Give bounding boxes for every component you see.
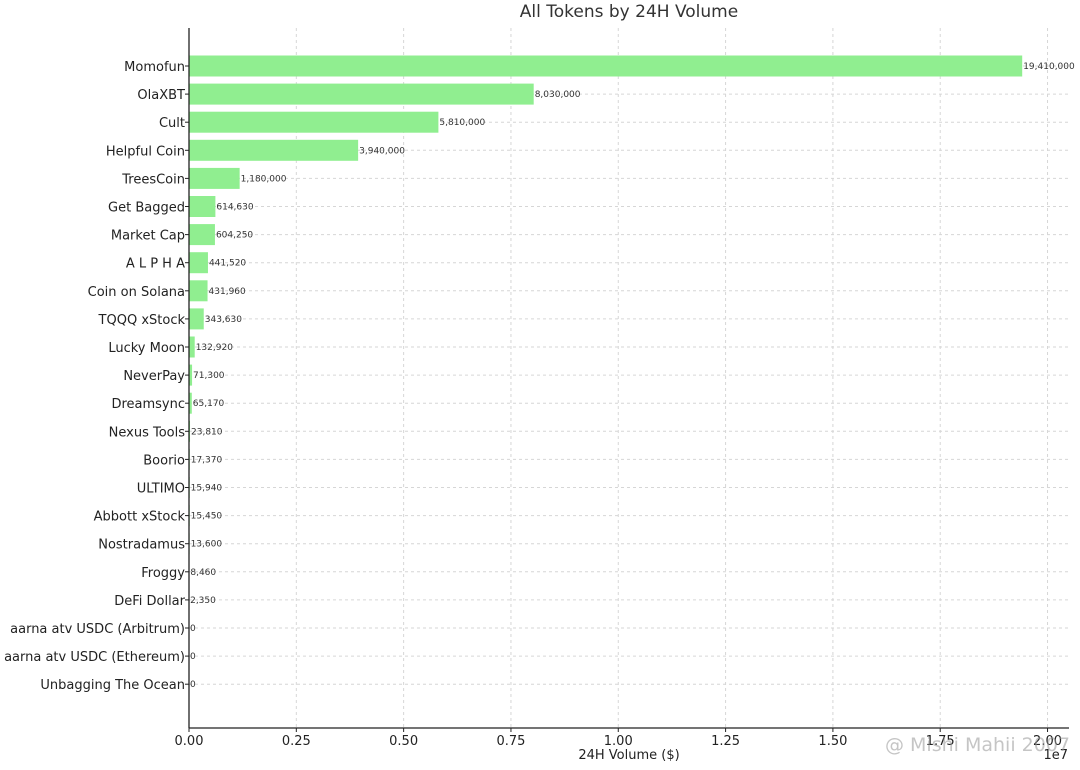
x-tick-label: 0.75 [496, 734, 525, 749]
data-label: 5,810,000 [439, 118, 485, 128]
category-label: Nostradamus [98, 538, 185, 553]
bar [189, 167, 240, 189]
bar [189, 111, 439, 133]
data-label: 343,630 [205, 315, 242, 325]
bar [189, 364, 193, 386]
bar [189, 392, 192, 414]
grid [188, 28, 1069, 728]
bar [189, 252, 208, 274]
data-label: 65,170 [193, 399, 225, 409]
x-tick-label: 1.00 [604, 734, 633, 749]
data-label: 13,600 [191, 540, 223, 550]
category-label: Dreamsync [111, 397, 185, 412]
category-label: A L P H A [126, 257, 185, 272]
category-label: Market Cap [111, 229, 185, 244]
x-ticks: 0.00 0.25 0.50 0.75 1.00 1.25 1.50 1.75 2.00 [175, 728, 1062, 749]
x-tick-label: 0.25 [282, 734, 311, 749]
x-tick-label: 2.00 [1033, 734, 1062, 749]
category-label: Boorio [143, 453, 185, 468]
category-label: aarna atv USDC (Arbitrum) [10, 622, 185, 637]
data-label: 15,940 [191, 484, 223, 494]
x-axis-label: 24H Volume ($) [578, 748, 679, 763]
bars [189, 55, 1023, 611]
data-label: 132,920 [196, 343, 233, 353]
category-label: TreesCoin [121, 172, 185, 187]
x-tick-label: 1.75 [926, 734, 955, 749]
category-label: Froggy [141, 566, 185, 581]
category-label: Abbott xStock [94, 510, 186, 525]
bar [189, 55, 1023, 77]
category-label: Lucky Moon [108, 341, 185, 356]
bar [189, 196, 216, 217]
x-tick-label: 0.50 [389, 734, 418, 749]
data-label: 8,460 [190, 568, 216, 578]
x-tick-label: 1.25 [711, 734, 740, 749]
x-tick-label: 1.50 [818, 734, 847, 749]
data-label: 3,940,000 [359, 146, 405, 156]
data-label: 1,180,000 [241, 174, 287, 184]
category-label: Nexus Tools [109, 425, 186, 440]
data-label: 71,300 [193, 371, 225, 381]
data-label: 2,350 [190, 596, 216, 606]
x-tick-label: 0.00 [175, 734, 204, 749]
data-label: 604,250 [216, 231, 253, 241]
watermark: @ Mishi Mahii 2007 [885, 734, 1070, 756]
category-label: TQQQ xStock [98, 313, 186, 328]
category-label: Momofun [124, 60, 185, 75]
data-label: 19,410,000 [1023, 62, 1075, 72]
category-label: Unbagging The Ocean [40, 678, 185, 693]
category-label: Get Bagged [108, 201, 185, 216]
bar [189, 336, 195, 358]
data-label: 0 [190, 680, 196, 690]
chart-title: All Tokens by 24H Volume [520, 2, 738, 22]
category-label: aarna atv USDC (Ethereum) [4, 650, 185, 665]
data-label: 614,630 [216, 203, 253, 213]
category-labels: Momofun OlaXBT Cult Helpful Coin TreesCoin Ge… [4, 60, 189, 693]
data-label: 0 [190, 652, 196, 662]
data-label: 23,810 [191, 427, 223, 437]
data-label: 8,030,000 [535, 90, 581, 100]
data-label: 441,520 [209, 259, 246, 269]
data-label: 0 [190, 624, 196, 634]
bar [189, 83, 534, 105]
x-axis-scale-note: 1e7 [1043, 748, 1068, 763]
data-label: 431,960 [209, 287, 246, 297]
category-label: OlaXBT [137, 88, 185, 103]
data-label: 15,450 [191, 512, 223, 522]
bar [189, 280, 208, 302]
category-label: Helpful Coin [106, 144, 185, 159]
category-label: NeverPay [123, 369, 185, 384]
category-label: Coin on Solana [88, 285, 185, 300]
data-label: 17,370 [191, 455, 223, 465]
bar [189, 224, 215, 246]
category-label: ULTIMO [137, 482, 185, 497]
category-label: DeFi Dollar [114, 594, 185, 609]
data-labels: 19,410,000 8,030,000 5,810,000 3,940,000 1,1… [190, 62, 1075, 690]
bar [189, 139, 359, 161]
category-label: Cult [159, 116, 185, 131]
bar [189, 308, 204, 330]
